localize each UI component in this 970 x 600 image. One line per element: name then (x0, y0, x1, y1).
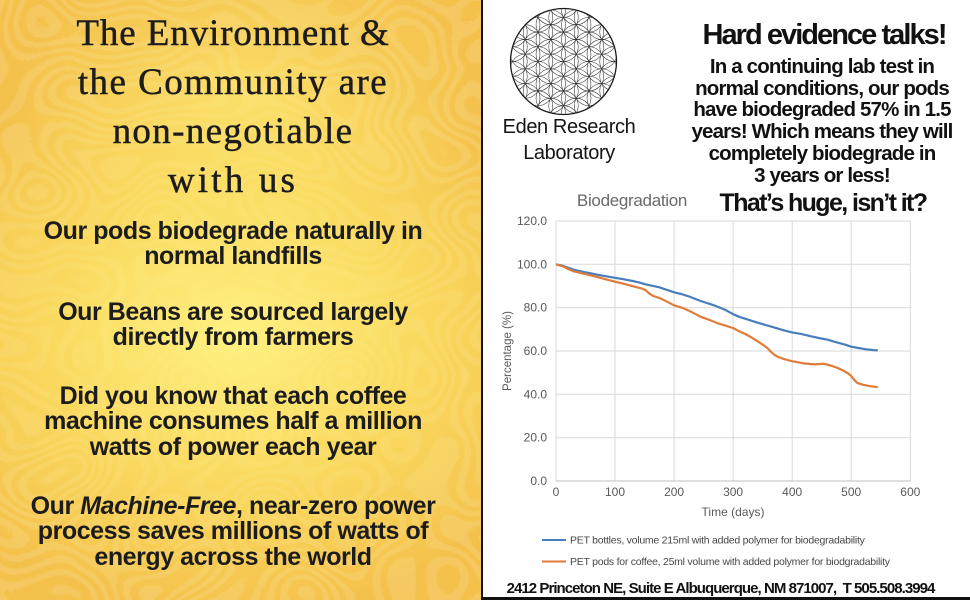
svg-text:Percentage (%): Percentage (%) (502, 311, 514, 391)
svg-text:300: 300 (723, 485, 743, 499)
svg-text:20.0: 20.0 (524, 431, 548, 445)
svg-text:0.0: 0.0 (530, 474, 547, 488)
svg-text:PET pods for coffee, 25ml volu: PET pods for coffee, 25ml volume with ad… (570, 556, 891, 568)
svg-text:Time (days): Time (days) (702, 505, 765, 519)
svg-text:400: 400 (782, 485, 802, 499)
svg-text:200: 200 (664, 485, 684, 499)
svg-text:0: 0 (553, 485, 560, 499)
svg-text:600: 600 (900, 485, 920, 499)
svg-text:100: 100 (605, 485, 625, 499)
svg-text:40.0: 40.0 (524, 387, 548, 401)
svg-text:80.0: 80.0 (524, 301, 548, 315)
svg-text:Biodegradation: Biodegradation (577, 191, 687, 210)
svg-text:60.0: 60.0 (524, 344, 548, 358)
svg-text:500: 500 (841, 485, 861, 499)
svg-text:120.0: 120.0 (517, 214, 547, 228)
svg-text:100.0: 100.0 (517, 257, 547, 271)
svg-text:PET bottles, volume 215ml with: PET bottles, volume 215ml with added pol… (570, 535, 866, 547)
